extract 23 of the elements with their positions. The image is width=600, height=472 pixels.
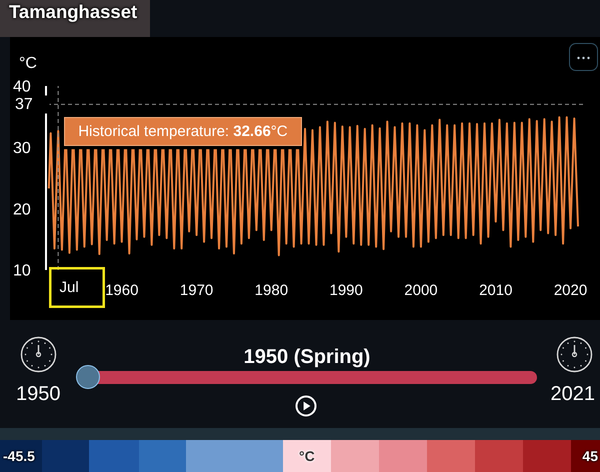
color-bar-label: -45.5 [3,447,35,465]
text: 1950 [16,383,60,405]
y-tick-label: 10 [13,262,31,280]
scale-strip: -45.5 °C 45 [0,428,600,472]
x-tick-label: 2020 [554,282,588,299]
x-tick-label: 1960 [105,282,138,299]
text: 1950 (Spring) [242,346,372,368]
x-tick-label: 1980 [254,282,288,299]
chart-title: Tamanghasset [9,1,138,23]
color-bar-title: °C [299,447,315,465]
y-axis-title: °C [19,55,37,72]
x-tick-label: 2010 [479,282,512,299]
y-tick-label: 20 [13,201,31,218]
annotation: Historical temperature: 32.66°C [78,123,288,140]
ref-line-label: 37 [15,96,33,113]
text: 2021 [550,383,595,405]
color-bar-label: 45 [582,447,598,465]
y-tick-label: 30 [13,140,31,157]
x-tick-label: 2000 [404,282,438,299]
ref-line-label: Jul [60,279,79,296]
y-tick-label: 40 [13,78,31,96]
x-tick-label: 1970 [180,282,214,299]
x-tick-label: 1990 [329,282,363,299]
